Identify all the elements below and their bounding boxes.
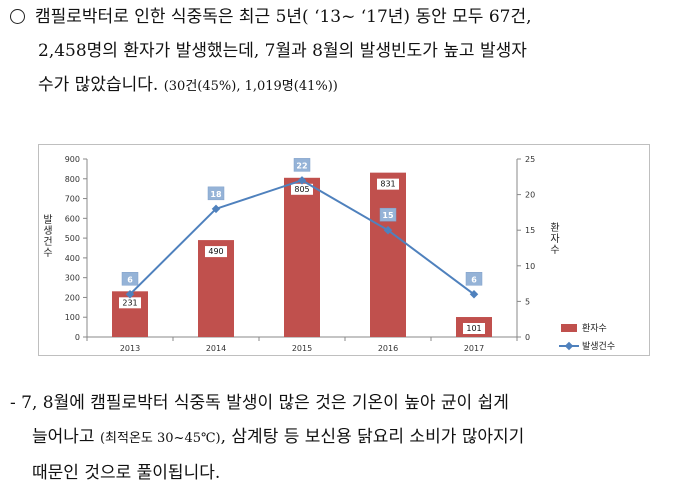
- x-tick-label: 2015: [292, 344, 312, 353]
- bar: [284, 177, 320, 337]
- right-tick-label: 10: [525, 262, 535, 271]
- explanation-line-1: - 7, 8월에 캠필로박터 식중독 발생이 많은 것은 기온이 높아 균이 쉽…: [10, 393, 509, 413]
- bar-label-bg: [377, 178, 399, 190]
- summary-paragraph: 캠필로박터로 인한 식중독은 최근 5년( ‘13~ ‘17년) 동안 모두 6…: [10, 0, 682, 104]
- line-data-label: 18: [210, 190, 222, 199]
- right-tick-label: 25: [525, 155, 535, 164]
- left-tick-label: 400: [65, 254, 80, 263]
- line-label-bg: [465, 272, 483, 286]
- legend-bar-label: 환자수: [582, 322, 607, 334]
- legend-line-label: 발생건수: [582, 341, 615, 352]
- summary-line-3: 수가 많았습니다. (30건(45%), 1,019명(41%)): [38, 75, 338, 95]
- right-tick-label: 15: [525, 226, 535, 235]
- left-tick-label: 0: [75, 333, 80, 342]
- line-data-label: 6: [127, 275, 133, 284]
- bar: [370, 172, 406, 337]
- legend-bar-swatch: [561, 324, 577, 332]
- line-marker: [469, 290, 479, 299]
- line-label-bg: [207, 186, 225, 201]
- right-tick-label: 0: [525, 333, 530, 342]
- circle-bullet-icon: [10, 9, 25, 24]
- line-label-bg: [293, 158, 311, 172]
- legend-line-marker: [564, 341, 574, 351]
- x-tick-label: 2017: [464, 344, 484, 353]
- chart-container: 0 100 200 300 400 500 600 700 800 900 0 5 10 15 20 25 발 생…: [38, 144, 650, 356]
- line-marker: [125, 290, 135, 299]
- bar-data-label: 831: [380, 180, 395, 189]
- bar-data-label: 101: [466, 324, 481, 333]
- summary-note: (30건(45%), 1,019명(41%)): [163, 79, 338, 94]
- line-data-label: 15: [382, 211, 394, 220]
- line-marker: [297, 176, 307, 185]
- x-tick-label: 2014: [206, 344, 226, 353]
- bar-label-bg: [291, 183, 313, 195]
- summary-line-2: 2,458명의 환자가 발생했는데, 7월과 8월의 발생빈도가 높고 발생자: [38, 41, 527, 61]
- combo-chart: 0 100 200 300 400 500 600 700 800 900 0 5 10 15 20 25 발 생…: [43, 155, 615, 353]
- left-tick-label: 500: [65, 234, 80, 243]
- explanation-paragraph: - 7, 8월에 캠필로박터 식중독 발생이 많은 것은 기온이 높아 균이 쉽…: [10, 386, 682, 490]
- right-tick-label: 20: [525, 191, 535, 200]
- summary-line-1: 캠필로박터로 인한 식중독은 최근 5년( ‘13~ ‘17년) 동안 모두 6…: [10, 0, 682, 34]
- x-tick-label: 2016: [378, 344, 398, 353]
- left-tick-label: 800: [65, 175, 80, 184]
- bar-label-bg: [205, 246, 227, 258]
- line-marker: [383, 225, 393, 235]
- left-tick-label: 600: [65, 214, 80, 223]
- bar-data-label: 805: [294, 185, 309, 194]
- line-label-bg: [121, 272, 139, 286]
- bar-label-bg: [119, 297, 141, 309]
- line-data-label: 22: [296, 161, 307, 170]
- bar-data-label: 231: [122, 298, 137, 307]
- left-tick-label: 300: [65, 274, 80, 283]
- left-tick-label: 700: [65, 195, 80, 204]
- explanation-line-3: 때문인 것으로 풀이됩니다.: [32, 463, 221, 483]
- right-tick-label: 5: [525, 297, 530, 306]
- bar-data-label: 490: [208, 247, 223, 256]
- line-data-label: 6: [471, 275, 477, 284]
- line-label-bg: [379, 207, 397, 222]
- x-tick-label: 2013: [120, 344, 140, 353]
- left-tick-label: 100: [65, 313, 80, 322]
- left-tick-label: 900: [65, 155, 80, 164]
- explanation-note: (최적온도 30~45℃): [99, 431, 221, 446]
- explanation-line-2: 늘어나고 (최적온도 30~45℃), 삼계탕 등 보신용 닭요리 소비가 많아…: [32, 427, 525, 447]
- bar-label-bg: [463, 323, 485, 334]
- left-tick-label: 200: [65, 293, 80, 302]
